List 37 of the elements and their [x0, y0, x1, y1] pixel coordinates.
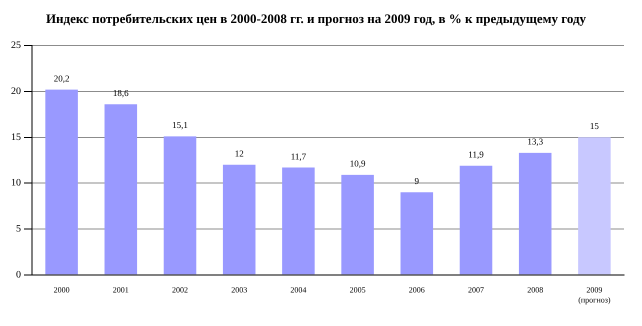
data-label: 11,9	[468, 150, 484, 160]
bar	[282, 168, 315, 274]
bar	[578, 137, 611, 274]
x-tick-label: 2009 (прогноз)	[578, 286, 611, 304]
bar	[518, 152, 552, 274]
y-tick-label: 25	[11, 40, 21, 52]
bar	[460, 166, 492, 274]
data-label: 15	[590, 121, 600, 132]
data-label: 20,2	[54, 73, 70, 84]
y-tick-label: 10	[11, 178, 21, 189]
x-tick-label: 2005	[350, 286, 366, 295]
data-label: 9	[414, 176, 420, 186]
y-tick-label: 20	[11, 86, 21, 98]
data-label: 18,6	[112, 88, 130, 98]
x-tick-label: 2000	[54, 286, 70, 295]
bar	[104, 104, 138, 274]
data-label: 10,9	[350, 158, 366, 169]
data-label: 15,1	[172, 120, 188, 130]
x-tick-label: 2007	[468, 286, 484, 295]
x-tick-label: 2001	[112, 286, 129, 295]
x-tick-label: 2002	[172, 286, 188, 295]
data-label: 11,7	[290, 151, 307, 162]
y-tick-label: 0	[16, 269, 21, 280]
data-label: 13,3	[527, 136, 544, 147]
bar	[400, 192, 434, 274]
data-label: 12	[234, 148, 244, 159]
x-tick-label: 2008	[527, 286, 544, 295]
x-tick-label: 2004	[290, 286, 306, 295]
y-tick-label: 15	[11, 132, 21, 143]
chart-title: Индекс потребительских цен в 2000-2008 гг. и прогноз на 2009 год, в % к предыдущему году	[46, 11, 587, 26]
x-tick-label: 2006	[408, 286, 425, 295]
x-tick-label: 2003	[231, 286, 248, 295]
bar	[164, 136, 196, 274]
bar	[341, 174, 374, 274]
bar	[222, 164, 256, 274]
bar	[45, 90, 78, 274]
y-tick-label: 5	[16, 224, 21, 235]
